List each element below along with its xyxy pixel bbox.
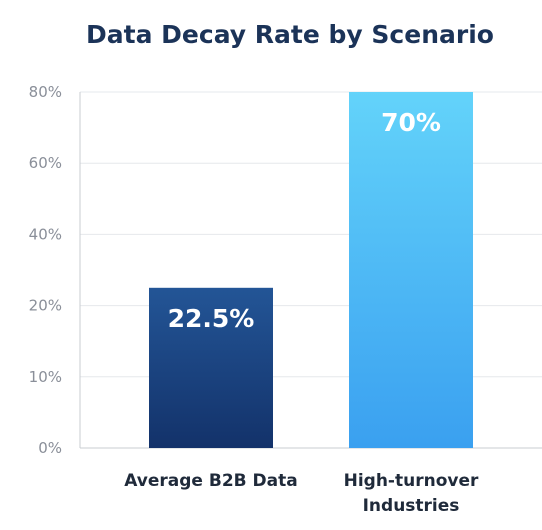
x-tick-label: Average B2B Data [124, 471, 297, 491]
y-tick-label: 40% [29, 225, 62, 243]
y-tick-label: 0% [38, 439, 62, 457]
data-label: 22.5% [168, 304, 255, 333]
y-axis: 0% 10% 20% 40% 60% 80% [29, 83, 62, 457]
y-tick-label: 10% [29, 368, 62, 386]
y-tick-label: 20% [29, 297, 62, 315]
data-label: 70% [381, 108, 441, 137]
x-tick-label: Industries [363, 496, 460, 516]
x-tick-label: High-turnover [344, 471, 479, 491]
bar [349, 92, 473, 448]
bars: 22.5% 70% [149, 92, 473, 448]
chart-title: Data Decay Rate by Scenario [86, 20, 494, 49]
y-tick-label: 80% [29, 83, 62, 101]
y-tick-label: 60% [29, 154, 62, 172]
x-axis: Average B2B Data High-turnover Industries [124, 471, 479, 516]
bar [149, 287, 273, 448]
